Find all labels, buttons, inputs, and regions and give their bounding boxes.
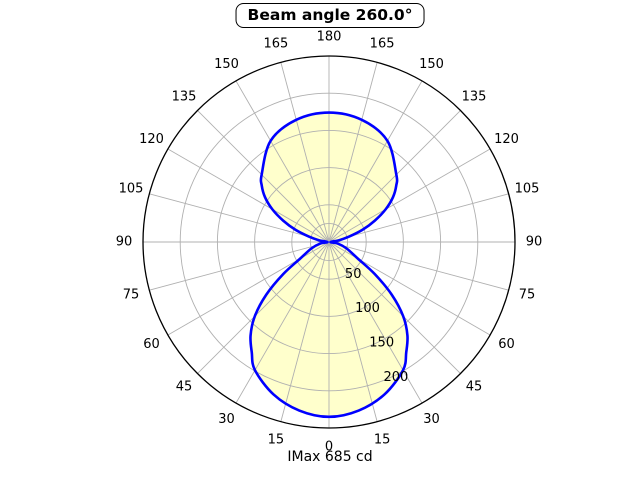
angle-gridline bbox=[328, 241, 509, 291]
theta-tick-label: 165 bbox=[370, 37, 395, 52]
angle-gridline bbox=[280, 62, 330, 243]
angle-gridline bbox=[328, 80, 423, 243]
angle-gridline bbox=[149, 193, 330, 243]
theta-tick-label: 0 bbox=[325, 440, 333, 455]
angle-gridline bbox=[328, 241, 378, 422]
angle-gridline bbox=[235, 80, 330, 243]
polar-outline bbox=[142, 55, 516, 429]
angle-gridline bbox=[328, 62, 378, 243]
chart-title-box: Beam angle 260.0° bbox=[235, 3, 425, 28]
angle-gridline bbox=[328, 110, 461, 243]
theta-tick-label: 75 bbox=[123, 288, 140, 303]
angle-gridline bbox=[328, 193, 509, 243]
theta-tick-label: 150 bbox=[419, 57, 444, 72]
angle-gridline bbox=[235, 241, 330, 404]
radius-tick-label: 50 bbox=[345, 267, 362, 282]
theta-tick-label: 30 bbox=[218, 412, 235, 427]
imax-caption: IMax 685 cd bbox=[287, 449, 373, 465]
theta-tick-label: 90 bbox=[526, 235, 543, 250]
angle-gridline bbox=[280, 241, 330, 422]
angle-gridline bbox=[197, 241, 330, 374]
radius-tick-label: 100 bbox=[355, 301, 380, 316]
radius-gridline bbox=[179, 92, 479, 392]
theta-tick-label: 45 bbox=[466, 380, 483, 395]
theta-tick-label: 45 bbox=[176, 380, 193, 395]
theta-tick-label: 105 bbox=[515, 181, 540, 196]
angle-gridline bbox=[328, 241, 423, 404]
angle-gridline bbox=[167, 148, 330, 243]
theta-tick-label: 165 bbox=[263, 37, 288, 52]
angle-gridline bbox=[197, 110, 330, 243]
angle-gridline bbox=[149, 241, 330, 291]
theta-tick-label: 90 bbox=[116, 235, 133, 250]
angle-gridline bbox=[328, 241, 461, 374]
theta-tick-label: 120 bbox=[494, 132, 519, 147]
theta-tick-label: 30 bbox=[423, 412, 440, 427]
chart-title: Beam angle 260.0° bbox=[247, 6, 413, 24]
radius-gridline bbox=[291, 204, 367, 280]
theta-tick-label: 60 bbox=[143, 337, 160, 352]
radius-gridline bbox=[254, 167, 404, 317]
radius-gridline bbox=[216, 129, 442, 355]
theta-tick-label: 120 bbox=[139, 132, 164, 147]
theta-tick-label: 135 bbox=[462, 90, 487, 105]
theta-tick-label: 180 bbox=[317, 30, 342, 45]
theta-tick-label: 15 bbox=[268, 433, 285, 448]
angle-gridline bbox=[328, 148, 491, 243]
theta-tick-label: 15 bbox=[374, 433, 391, 448]
theta-tick-label: 60 bbox=[498, 337, 515, 352]
theta-tick-label: 75 bbox=[519, 288, 536, 303]
radius-gridline bbox=[309, 222, 349, 262]
theta-tick-label: 135 bbox=[172, 90, 197, 105]
radius-tick-label: 150 bbox=[369, 336, 394, 351]
radius-tick-label: 200 bbox=[383, 370, 408, 385]
theta-tick-label: 150 bbox=[214, 57, 239, 72]
theta-tick-label: 105 bbox=[119, 181, 144, 196]
intensity-curve bbox=[249, 111, 409, 419]
